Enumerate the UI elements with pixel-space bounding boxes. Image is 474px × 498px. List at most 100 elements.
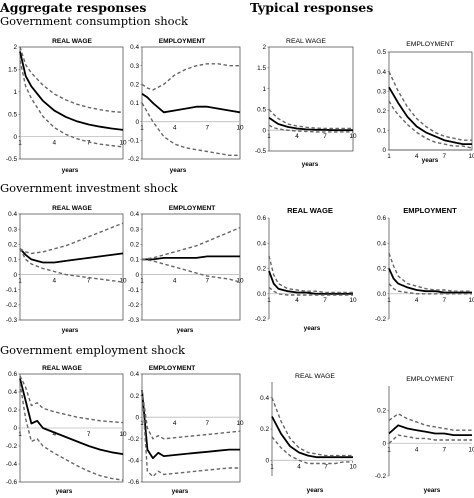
- y-tick-label: 0.2: [130, 82, 139, 89]
- chart-panel: 0.4 0.2 01 4 7 10 REAL WAGE years: [260, 373, 357, 494]
- y-tick-label: -0.2: [255, 316, 266, 323]
- y-tick-label: 1.5: [257, 65, 266, 72]
- chart-panel: 0.5 0.4 0.3 0.2 0.1 01 4 7 10 EMPLOYMENT years: [377, 41, 474, 164]
- x-tick-label: 1: [18, 140, 22, 147]
- x-tick-label: 10: [468, 153, 474, 160]
- series-line-irf: [141, 390, 240, 460]
- y-tick-label: 0.2: [377, 266, 386, 273]
- section-title-investment: Government investment shock: [0, 181, 179, 195]
- x-tick-label: 4: [53, 278, 57, 285]
- y-tick-label: 0.1: [130, 100, 139, 107]
- x-tick-label: 10: [349, 297, 357, 304]
- y-tick-label: 0.3: [130, 226, 139, 233]
- y-tick-label: -0.1: [128, 138, 139, 145]
- x-tick-label: 1: [270, 463, 274, 470]
- y-tick-label: -0.3: [128, 317, 139, 324]
- plot-frame: [141, 46, 241, 160]
- x-axis-label: years: [170, 167, 187, 174]
- series-line-irf: [388, 268, 472, 294]
- series-line-irf: [388, 424, 472, 436]
- x-tick-label: 10: [468, 297, 474, 304]
- y-tick-label: 0.4: [8, 389, 17, 396]
- series-line-band-lower: [141, 102, 240, 156]
- x-tick-label: 7: [206, 278, 210, 285]
- series-line-band-upper: [268, 255, 353, 294]
- y-tick-label: -0.5: [255, 148, 266, 155]
- chart-panel: 0.2 0 -0.2 1 4 7 10 EMPLOYMENT years: [375, 376, 474, 494]
- y-tick-label: -0.2: [128, 156, 139, 163]
- y-tick-label: 0.5: [377, 49, 386, 56]
- x-axis-label: years: [302, 161, 319, 168]
- heading-aggregate: Aggregate responses: [0, 0, 146, 15]
- x-tick-label: 10: [119, 278, 127, 285]
- heading-typical: Typical responses: [250, 0, 373, 15]
- x-tick-label: 1: [267, 297, 271, 304]
- x-tick-label: 7: [206, 420, 210, 427]
- y-tick-label: 1: [13, 89, 17, 96]
- y-tick-label: 0.5: [8, 111, 17, 118]
- y-tick-label: 0.6: [257, 215, 266, 222]
- x-tick-label: 7: [87, 431, 91, 438]
- series-line-irf: [268, 116, 353, 132]
- y-tick-label: 0.2: [377, 108, 386, 115]
- chart-panel: 0.6 0.4 0.2 0 -0.2 -0.4 -0.6 1 4 7 10 REAL WAGE year…: [6, 365, 127, 495]
- y-tick-label: 0.3: [130, 63, 139, 70]
- y-tick-label: 0: [13, 425, 17, 432]
- series-line-band-lower: [388, 434, 472, 444]
- x-tick-label: 7: [443, 446, 447, 453]
- series-line-band-upper: [141, 226, 241, 261]
- x-axis-label: years: [62, 167, 79, 174]
- chart-panel: 0.4 0.3 0.2 0.1 0 -0.1 -0.2 -0.3 1 4 7 10 REAL WAGE y…: [6, 205, 127, 334]
- y-tick-label: 0.0: [257, 291, 266, 298]
- y-tick-label: 1: [262, 86, 266, 93]
- plot-frame: [19, 213, 124, 321]
- x-tick-label: 1: [18, 431, 22, 438]
- y-tick-label: -0.4: [128, 458, 139, 465]
- x-axis-label: years: [62, 327, 79, 334]
- plot-frame: [141, 373, 241, 483]
- y-tick-label: 0.2: [130, 393, 139, 400]
- panel-title: REAL WAGE: [42, 365, 82, 372]
- y-tick-label: -0.1: [128, 287, 139, 294]
- x-tick-label: 1: [140, 125, 144, 132]
- y-tick-label: 0.2: [8, 241, 17, 248]
- series-line-band-lower: [268, 286, 353, 296]
- chart-panel: 2 1.5 1 0.5 0 -0.5 1 4 7 10 REAL WAGE years: [6, 38, 127, 174]
- x-tick-label: 10: [349, 463, 357, 470]
- y-tick-label: -0.2: [375, 316, 386, 323]
- x-axis-label: years: [422, 157, 439, 164]
- series-line-irf: [19, 378, 124, 455]
- y-tick-label: 0.2: [8, 407, 17, 414]
- x-axis-label: years: [56, 488, 73, 495]
- x-tick-label: 4: [53, 431, 57, 438]
- y-tick-label: 0.4: [130, 371, 139, 378]
- x-tick-label: 1: [387, 153, 391, 160]
- chart-panel: 0.6 0.4 0.2 0.0 -0.2 1 4 7 10 REAL WAGE years: [255, 206, 357, 332]
- y-tick-label: 1.5: [8, 67, 17, 74]
- y-tick-label: 0.0: [377, 291, 386, 298]
- y-tick-label: 0.5: [257, 107, 266, 114]
- series-line-irf: [388, 86, 472, 145]
- x-tick-label: 7: [443, 153, 447, 160]
- x-tick-label: 4: [173, 278, 177, 285]
- x-tick-label: 4: [295, 297, 299, 304]
- x-axis-label: years: [172, 488, 189, 495]
- series-line-band-lower: [19, 382, 124, 481]
- panel-title: REAL WAGE: [52, 38, 92, 45]
- x-tick-label: 7: [323, 297, 327, 304]
- panel-title: EMPLOYMENT: [406, 376, 454, 383]
- y-tick-label: 0.3: [8, 226, 17, 233]
- section-title-employment: Government employment shock: [0, 343, 186, 357]
- x-tick-label: 1: [140, 420, 144, 427]
- panel-title: REAL WAGE: [287, 206, 333, 215]
- x-tick-label: 4: [295, 133, 299, 140]
- chart-panel: 2 1.5 1 0.5 0 -0.5 1 4 7 10 REAL WAGE years: [255, 38, 357, 168]
- series-line-irf: [142, 255, 240, 261]
- y-tick-label: 0.4: [260, 395, 269, 402]
- x-tick-label: 10: [119, 431, 127, 438]
- y-tick-label: 2: [13, 44, 17, 51]
- series-line-irf: [268, 270, 353, 295]
- x-tick-label: 10: [236, 125, 244, 132]
- panel-title: EMPLOYMENT: [406, 41, 454, 48]
